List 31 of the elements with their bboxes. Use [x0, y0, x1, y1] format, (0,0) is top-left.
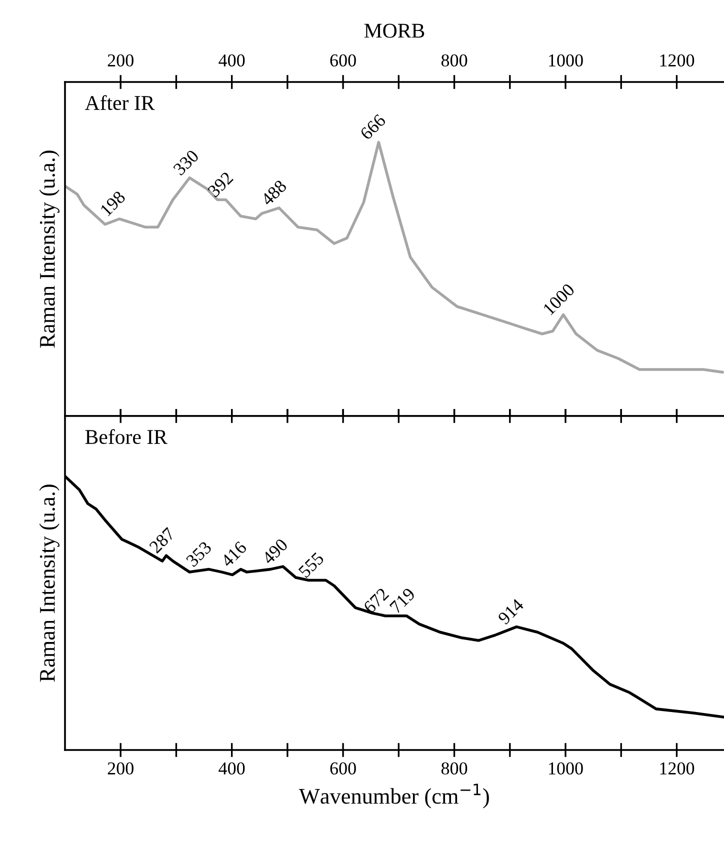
annotation: 672	[362, 587, 390, 614]
x-tick-label: 200	[108, 762, 134, 775]
x-tick-label: 400	[218, 54, 245, 67]
x-tick-label: 200	[108, 54, 134, 67]
x-tick-label: 600	[330, 54, 356, 67]
annotation: 490	[261, 538, 288, 565]
annotation: 488	[260, 179, 288, 206]
annotation: 666	[360, 114, 386, 140]
chart-subtitle: Before IR	[85, 429, 168, 444]
annotation: 416	[220, 540, 248, 568]
x-axis-title: Wavenumber (cm$^{−1}$)	[298, 784, 489, 808]
x-tick-label: 1200	[660, 762, 694, 775]
chart-title: MORB	[364, 24, 424, 38]
x-tick-label: 800	[441, 54, 468, 67]
y-axis-title: Raman Intensity (u.a.)	[39, 484, 60, 682]
x-tick-label: 1200	[660, 54, 694, 67]
x-tick-label: 600	[330, 762, 356, 775]
annotation: 330	[172, 149, 200, 176]
annotation: 287	[148, 526, 176, 554]
annotation: 353	[186, 540, 212, 568]
annotation: 914	[497, 598, 524, 626]
annotation: 719	[389, 587, 416, 614]
x-tick-label: 1000	[549, 54, 583, 67]
x-tick-label: 800	[441, 762, 468, 775]
annotation: 198	[100, 190, 126, 216]
y-axis-title: Raman Intensity (u.a.)	[39, 150, 60, 348]
x-tick-label: 400	[218, 762, 245, 775]
annotation: 555	[298, 552, 325, 578]
chart-subtitle: After IR	[84, 95, 155, 110]
x-tick-label: 1000	[549, 762, 583, 775]
annotation: 392	[207, 171, 234, 198]
